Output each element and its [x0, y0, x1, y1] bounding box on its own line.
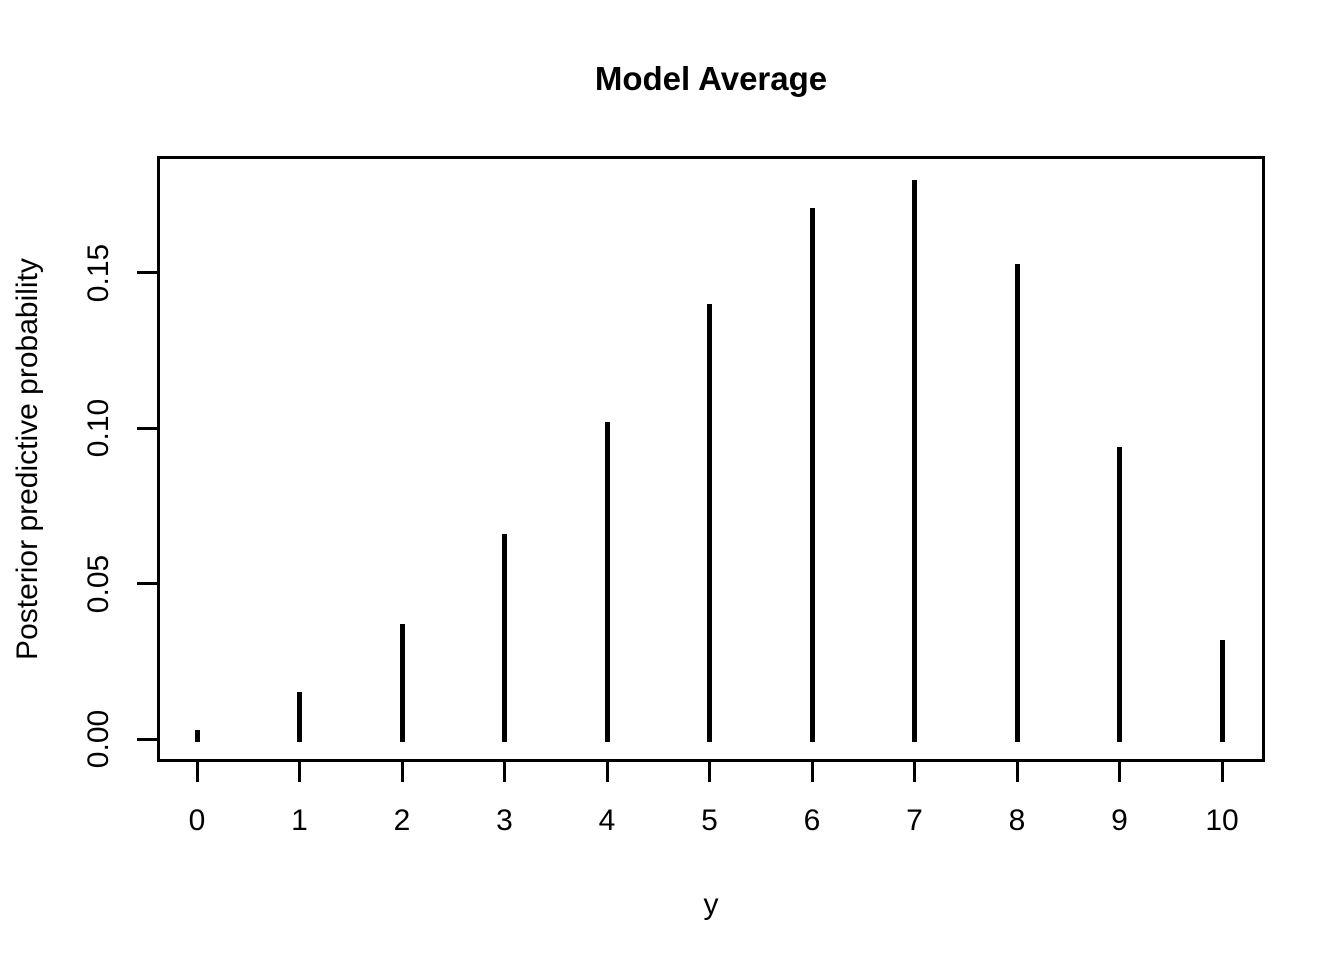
x-tick-label: 4 [598, 804, 616, 837]
x-tick-label: 1 [291, 804, 308, 837]
x-tick-label: 2 [393, 804, 411, 837]
stem-bar [912, 179, 917, 742]
stem-bar [604, 422, 610, 742]
x-tick-label: 10 [1205, 804, 1239, 837]
x-tick-label: 8 [1008, 804, 1026, 837]
x-tick-mark [1015, 762, 1019, 782]
stem-bar [1219, 639, 1225, 742]
x-tick-mark [195, 762, 199, 782]
x-tick-mark [298, 762, 301, 782]
x-tick-label: 7 [906, 804, 923, 837]
stem-bar [809, 207, 815, 742]
x-tick-mark [503, 762, 506, 782]
x-tick-mark [1118, 762, 1121, 782]
stem-bar [194, 729, 200, 742]
x-tick-mark [708, 762, 711, 782]
y-tick-label: 0.10 [82, 399, 115, 458]
y-tick-mark [137, 271, 157, 275]
x-tick-label: 6 [803, 804, 821, 837]
stem-bar [502, 533, 507, 742]
stem-bar [1117, 446, 1122, 742]
stem-bar [399, 624, 405, 742]
y-tick-mark [137, 582, 157, 586]
x-tick-mark [400, 762, 404, 782]
chart-title: Model Average [594, 60, 828, 97]
x-tick-mark [1220, 762, 1224, 782]
stem-bar [707, 304, 712, 742]
y-tick-mark [137, 426, 157, 430]
y-tick-label: 0.00 [82, 709, 115, 769]
y-tick-label: 0.05 [82, 554, 115, 613]
y-tick-label: 0.15 [82, 243, 115, 303]
stem-bar [1014, 263, 1020, 742]
x-tick-mark [810, 762, 814, 782]
x-tick-label: 3 [496, 804, 513, 837]
x-tick-label: 9 [1111, 804, 1128, 837]
x-tick-mark [605, 762, 609, 782]
x-tick-mark [913, 762, 916, 782]
x-tick-label: 0 [188, 804, 206, 837]
stem-bar [297, 692, 302, 742]
x-axis-label: y [703, 888, 719, 921]
y-axis-label: Posterior predictive probability [11, 258, 44, 660]
y-tick-mark [137, 737, 157, 741]
x-tick-label: 5 [701, 804, 718, 837]
